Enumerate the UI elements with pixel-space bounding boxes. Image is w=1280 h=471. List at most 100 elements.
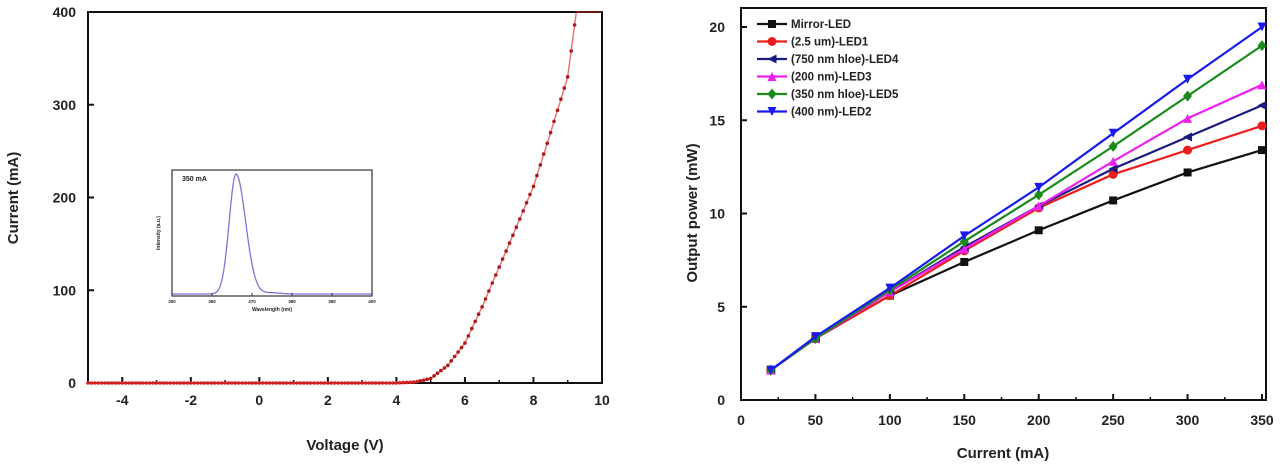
data-point (113, 381, 118, 385)
data-point (470, 326, 474, 331)
x-tick-label: 250 (1101, 412, 1125, 428)
data-point (384, 381, 388, 385)
data-point (1257, 22, 1267, 32)
series-line (770, 83, 1263, 372)
data-point (336, 381, 340, 385)
inset-annotation: 350 mA (182, 176, 207, 183)
legend-marker (767, 107, 777, 116)
data-point (120, 381, 125, 385)
data-point (123, 381, 128, 385)
data-point (1183, 74, 1193, 84)
series--200-nm-led3 (766, 80, 1267, 375)
data-point (189, 381, 193, 385)
data-point (295, 381, 299, 385)
legend-marker (767, 72, 777, 81)
data-point (291, 381, 296, 385)
inset-x-tick-label: 360 (208, 299, 216, 304)
data-point (514, 225, 519, 229)
data-point (408, 380, 412, 385)
series-line (770, 44, 1263, 372)
x-tick-label: 6 (461, 392, 469, 408)
data-point (182, 381, 186, 385)
data-point (1108, 140, 1118, 152)
data-point (329, 381, 334, 385)
data-point (261, 381, 265, 385)
data-point (439, 368, 443, 373)
data-point (483, 297, 488, 301)
data-point (552, 119, 556, 124)
data-point (99, 381, 104, 385)
data-point (363, 381, 368, 385)
data-point (456, 350, 460, 354)
data-point (1183, 145, 1193, 155)
data-point (158, 381, 162, 385)
data-point (562, 86, 567, 90)
data-point (117, 381, 121, 385)
data-point (521, 209, 525, 213)
iv-curve-chart: Voltage (V) Current (mA) -4 -2 0 2 4 6 8 100100… (5, 4, 610, 454)
legend-item: Mirror-LED (757, 19, 851, 31)
data-point (473, 319, 478, 324)
data-point (1257, 40, 1267, 52)
data-point (147, 381, 152, 385)
data-point (89, 381, 94, 385)
data-point (209, 381, 214, 385)
data-point (288, 381, 293, 385)
data-point (243, 381, 248, 385)
data-point (202, 381, 207, 385)
data-point (401, 380, 406, 385)
data-point (237, 381, 241, 385)
data-point (350, 381, 354, 385)
data-point (1034, 226, 1043, 235)
y-tick-label: 20 (709, 19, 725, 35)
data-point (422, 378, 426, 383)
legend-item: (750 nm hloe)-LED4 (757, 54, 899, 66)
data-point (1108, 156, 1118, 166)
series-line (770, 26, 1263, 372)
data-point (398, 381, 402, 385)
data-point (343, 381, 347, 385)
data-point (565, 75, 570, 79)
x-tick-label: 10 (594, 392, 610, 408)
data-point (137, 381, 142, 385)
data-point (281, 381, 286, 385)
data-point (487, 289, 491, 293)
data-point (106, 381, 111, 385)
data-point (274, 381, 279, 385)
x-tick-label: 0 (255, 392, 263, 408)
data-point (545, 141, 549, 146)
data-point (411, 380, 416, 384)
data-point (96, 381, 101, 385)
data-point (1034, 201, 1044, 211)
x-tick-label: 8 (530, 392, 538, 408)
x-tick-label: -4 (116, 392, 129, 408)
data-point (195, 381, 200, 385)
legend-marker (767, 37, 777, 46)
data-point (271, 381, 275, 385)
data-point (250, 381, 255, 385)
data-point (548, 130, 553, 135)
data-point (959, 231, 969, 241)
data-point (559, 97, 563, 101)
data-point (476, 312, 481, 317)
data-point (535, 173, 539, 178)
inset-x-axis-label: Wavelength (nm) (252, 307, 292, 313)
data-point (374, 381, 378, 385)
inset-y-axis-label: Intensity (a.u.) (156, 216, 162, 250)
data-point (494, 273, 498, 277)
data-point (466, 334, 471, 338)
data-point (199, 381, 203, 385)
output-power-chart: Current (mA) Output power (mW) 0 50 100 150… (684, 7, 1274, 462)
data-point (1257, 121, 1267, 131)
y-tick-label: 400 (53, 4, 77, 20)
data-point (380, 381, 385, 385)
legend-label: (400 nm)-LED2 (791, 107, 872, 119)
data-point (425, 377, 430, 382)
data-point (885, 283, 895, 293)
series--400-nm-led2 (766, 22, 1267, 375)
data-point (134, 381, 138, 385)
series-line (770, 149, 1263, 372)
data-point (435, 371, 440, 376)
x-tick-label: 50 (808, 412, 824, 428)
data-point (1183, 90, 1193, 102)
